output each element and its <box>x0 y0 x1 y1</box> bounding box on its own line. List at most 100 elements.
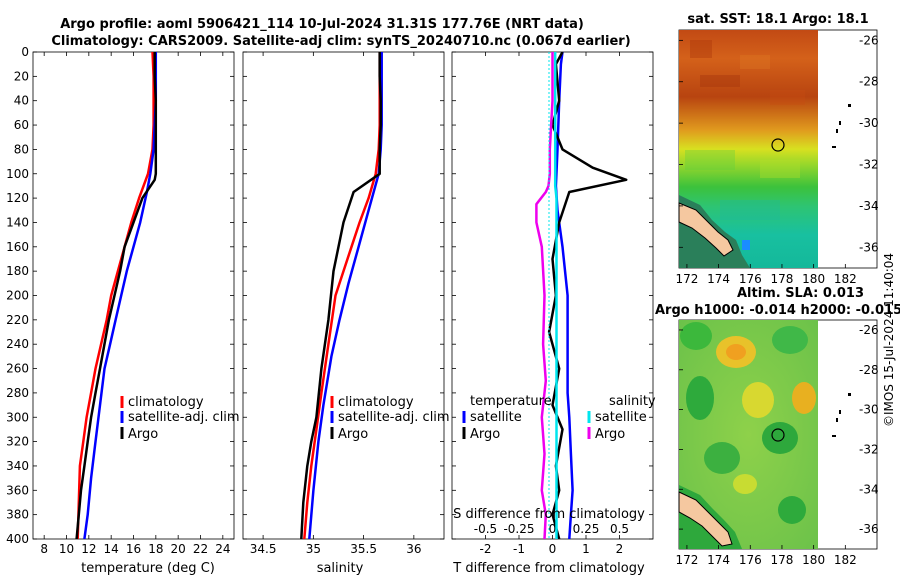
y-tick-label: -32 <box>859 442 879 456</box>
sla-land <box>678 491 733 547</box>
y-tick-label: -30 <box>859 403 879 417</box>
y-tick-label: 140 <box>6 215 29 229</box>
sla-map-title-line2: Argo h1000: -0.014 h2000: -0.015 <box>655 303 900 318</box>
sla-x-ticks: 172 174 176 178 180 182 <box>675 545 857 567</box>
series-line-argo <box>75 52 158 539</box>
x-tick-label: 2 <box>616 542 624 556</box>
y-tick-label: 180 <box>6 264 29 278</box>
salinity-axes-box <box>242 51 445 540</box>
x-tick-label: 174 <box>707 272 730 286</box>
x-tick-label: 10 <box>59 542 74 556</box>
x-tick-label: 182 <box>834 553 857 567</box>
x-tick-label: 24 <box>215 542 230 556</box>
sla-islands <box>832 393 851 437</box>
salinity-x-ticks: 34.5 35 35.5 36 <box>250 52 421 556</box>
x-tick-label: 34.5 <box>250 542 277 556</box>
x-tick-label: 178 <box>771 553 794 567</box>
y-tick-label: -30 <box>859 116 879 130</box>
difference-y-ticks <box>452 51 653 540</box>
sst-map-title: sat. SST: 18.1 Argo: 18.1 <box>687 12 868 27</box>
sla-y-ticks: -26 -28 -30 -32 -34 -36 <box>679 323 879 536</box>
y-tick-label: 320 <box>6 435 29 449</box>
temperature-series <box>75 52 158 539</box>
x-tick-label: -2 <box>480 542 492 556</box>
y-tick-label: 40 <box>14 94 29 108</box>
legend-s-argo-label: Argo <box>595 427 625 442</box>
y-tick-label: 340 <box>6 459 29 473</box>
salinity-x-label: salinity <box>317 561 364 576</box>
x-tick-label: 35.5 <box>350 542 377 556</box>
x-tick-label: 14 <box>104 542 119 556</box>
legend-salinity-title: salinity <box>609 394 656 409</box>
temperature-axes-box <box>32 51 235 540</box>
sst-map-panel: sat. SST: 18.1 Argo: 18.1 172 174 176 178 18… <box>675 12 878 286</box>
s-tick-label: 0.25 <box>573 522 600 536</box>
salinity-y-ticks <box>243 51 444 540</box>
sst-land <box>678 202 734 257</box>
x-tick-label: 1 <box>582 542 590 556</box>
series-line-s-satellite <box>553 52 558 539</box>
y-tick-label: -26 <box>859 33 879 47</box>
x-tick-label: 180 <box>802 272 825 286</box>
y-tick-label: 200 <box>6 289 29 303</box>
y-tick-label: 20 <box>14 69 29 83</box>
x-tick-label: -1 <box>513 542 525 556</box>
x-tick-label: 178 <box>771 272 794 286</box>
y-tick-label: 360 <box>6 483 29 497</box>
x-tick-label: 172 <box>675 553 698 567</box>
x-tick-label: 12 <box>81 542 96 556</box>
x-tick-label: 172 <box>675 272 698 286</box>
x-tick-label: 180 <box>802 553 825 567</box>
legend-t-argo-label: Argo <box>470 427 500 442</box>
difference-series <box>535 52 628 539</box>
legend-climatology-label: climatology <box>338 395 414 410</box>
imos-watermark: ©IMOS 15-Jul-2024 11:40:04 <box>882 253 896 427</box>
legend-climatology-label: climatology <box>128 395 204 410</box>
s-tick-label: 0.5 <box>610 522 629 536</box>
x-tick-label: 8 <box>40 542 48 556</box>
difference-x-ticks: -2 -1 0 1 2 <box>480 52 624 556</box>
y-tick-label: 400 <box>6 532 29 546</box>
sla-anomalies <box>680 322 816 524</box>
y-tick-label: -34 <box>859 482 879 496</box>
x-tick-label: 35 <box>306 542 321 556</box>
legend-s-satellite-label: satellite <box>595 410 647 425</box>
temperature-legend: climatology satellite-adj. clim Argo <box>120 395 240 442</box>
difference-top-x-label: S difference from climatology <box>453 507 645 522</box>
x-tick-label: 16 <box>126 542 141 556</box>
y-tick-label: -28 <box>859 363 879 377</box>
difference-panel: -2 -1 0 1 2 -0.5 -0.25 0 0.25 0.5 T difference f… <box>451 51 656 576</box>
y-tick-label: -36 <box>859 240 879 254</box>
y-tick-label: 60 <box>14 118 29 132</box>
y-tick-label: -32 <box>859 158 879 172</box>
figure-title-line1: Argo profile: aoml 5906421_114 10-Jul-20… <box>60 17 584 32</box>
y-tick-label: -26 <box>859 323 879 337</box>
series-line-argo <box>300 52 382 539</box>
y-tick-label: 300 <box>6 410 29 424</box>
temperature-y-ticks: 0 20 40 60 80 100 120 140 160 180 200 220 240 260 280 3… <box>6 45 234 546</box>
y-tick-label: 160 <box>6 240 29 254</box>
legend-argo-label: Argo <box>338 427 368 442</box>
x-tick-label: 36 <box>406 542 421 556</box>
legend-satellite-label: satellite-adj. clim <box>128 410 240 425</box>
y-tick-label: 100 <box>6 167 29 181</box>
y-tick-label: 220 <box>6 313 29 327</box>
y-tick-label: 80 <box>14 142 29 156</box>
x-tick-label: 22 <box>193 542 208 556</box>
x-tick-label: 176 <box>739 553 762 567</box>
sst-y-ticks: -26 -28 -30 -32 -34 -36 <box>679 33 879 254</box>
s-tick-label: -0.5 <box>474 522 497 536</box>
sla-map-panel: Altim. SLA: 0.013 Argo h1000: -0.014 h20… <box>655 286 900 567</box>
x-tick-label: 18 <box>148 542 163 556</box>
sst-x-ticks: 172 174 176 178 180 182 <box>675 264 857 286</box>
sst-islands <box>832 104 851 148</box>
x-tick-label: 0 <box>549 542 557 556</box>
sst-argo-marker <box>771 138 785 152</box>
difference-legend: temperature satellite Argo salinity sate… <box>462 394 656 442</box>
y-tick-label: -34 <box>859 199 879 213</box>
legend-satellite-label: satellite-adj. clim <box>338 410 450 425</box>
temperature-x-label: temperature (deg C) <box>81 561 215 576</box>
legend-argo-label: Argo <box>128 427 158 442</box>
salinity-series <box>300 52 383 539</box>
